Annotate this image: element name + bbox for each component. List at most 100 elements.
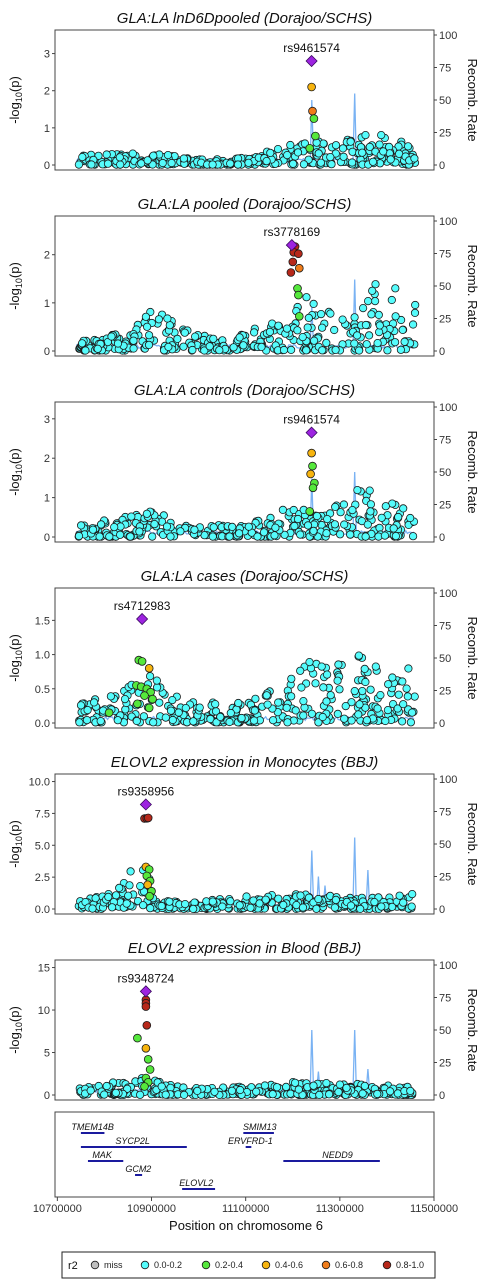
snp-point [371,662,380,671]
snp-point [173,334,182,343]
panel-3: GLA:LA controls (Dorajoo/SCHS) 0 1 2 3 0 25 50 7… [7,382,480,544]
snp-point [282,324,292,333]
snp-point-ld [311,131,320,141]
snp-point [314,149,323,158]
snp-point [108,903,117,912]
snp-point [78,153,87,162]
x-tick-label: 11500000 [410,1203,458,1215]
snp-point [317,662,326,671]
gene-label: MAK [92,1150,113,1160]
snp-point [340,520,349,529]
snp-point [288,159,298,168]
snp-point [364,331,374,340]
snp-point [179,154,188,163]
gene-label: TMEM14B [71,1122,114,1132]
snp-point [274,321,283,330]
snp-point [312,904,321,913]
snp-point [149,151,158,160]
gene-label: SMIM13 [243,1122,277,1132]
snp-point-ld [142,1021,152,1030]
snp-point [128,149,137,158]
snp-point [336,508,345,517]
snp-point [373,1089,382,1099]
snp-point [331,895,340,905]
snp-point [229,343,238,352]
snp-point [302,346,311,355]
snp-point [174,708,183,717]
snp-point [137,159,146,168]
lead-snp-label: rs9461574 [283,413,340,427]
snp-point [375,321,384,330]
x-tick-label: 11100000 [222,1203,269,1215]
snp-point [146,672,155,681]
snp-point [304,313,313,322]
snp-point [350,313,359,322]
snp-point [358,148,367,157]
snp-point [95,532,104,541]
snp-point [272,1083,282,1092]
snp-point [350,339,359,348]
snp-point [104,892,113,902]
snp-point [218,902,227,911]
snp-point [290,521,299,531]
snp-point [226,159,235,168]
snp-point [374,327,384,337]
panel-1: GLA:LA lnD6Dpooled (Dorajoo/SCHS) 0 1 2 3 0 25… [7,10,480,172]
gene-track-frame [54,1111,435,1198]
y2-tick-label: 100 [439,960,457,972]
snp-point [136,881,145,891]
snp-point [251,694,260,703]
snp-point [93,344,102,353]
snp-point [88,525,98,534]
snp-point [78,339,87,348]
snp-point [191,332,200,341]
snp-point [403,692,412,701]
snp-point [105,532,114,541]
snp-point [181,703,190,713]
legend-swatch [201,1260,211,1270]
snp-point-ld [144,663,154,673]
y2-tick-label: 100 [439,774,457,786]
snp-point [374,310,383,319]
snp-point [347,716,356,725]
x-tick-label: 10700000 [33,1203,82,1215]
snp-point [126,532,135,541]
y2-tick-label: 100 [439,216,457,228]
y-tick-label: 10 [38,1005,50,1017]
snp-point [340,714,349,723]
snp-point-ld [137,657,147,666]
snp-point [293,514,303,524]
snp-point [287,674,296,683]
snp-point [111,1088,121,1097]
y2-axis-label: Recomb. Rate [465,244,480,327]
snp-point [166,532,175,541]
snp-point [280,530,289,539]
snp-point [233,160,243,169]
snp-point [314,718,323,727]
snp-point [393,704,402,713]
snp-point-ld [104,708,114,717]
snp-point [259,528,269,537]
snp-point [309,299,318,308]
snp-point [408,532,418,541]
snp-point-ld [133,1033,142,1043]
y2-axis-label: Recomb. Rate [465,430,480,513]
y-tick-label: 2.5 [35,872,50,884]
snp-point [236,1085,245,1095]
panel-2: GLA:LA pooled (Dorajoo/SCHS) 0 1 2 0 25 50 75 10… [7,196,480,358]
panel-title: GLA:LA controls (Dorajoo/SCHS) [134,382,355,399]
y2-tick-label: 75 [439,435,451,447]
snp-point [257,342,266,351]
snp-point [410,692,419,701]
snp-point [375,140,384,149]
snp-point [164,342,173,351]
snp-point [322,697,331,706]
snp-point [227,1086,237,1095]
snp-point [282,703,291,712]
legend-label: 0.6-0.8 [335,1260,363,1270]
snp-point [360,1081,369,1091]
y-tick-label: 0 [44,532,50,544]
snp-point [91,894,100,903]
snp-point [342,1083,351,1093]
snp-point [83,705,92,715]
